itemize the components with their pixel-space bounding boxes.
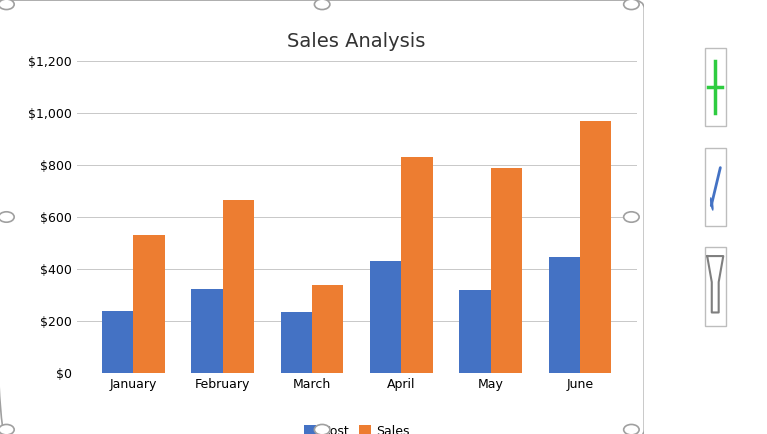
Circle shape bbox=[624, 212, 639, 222]
Bar bbox=[222, 200, 254, 373]
Bar bbox=[370, 261, 401, 373]
Bar bbox=[548, 257, 580, 373]
Circle shape bbox=[314, 424, 330, 434]
Bar bbox=[491, 168, 522, 373]
Circle shape bbox=[0, 424, 14, 434]
Circle shape bbox=[624, 424, 639, 434]
FancyBboxPatch shape bbox=[705, 247, 726, 326]
Legend: Cost, Sales: Cost, Sales bbox=[298, 420, 415, 434]
FancyBboxPatch shape bbox=[705, 48, 726, 126]
Circle shape bbox=[0, 0, 14, 10]
FancyBboxPatch shape bbox=[705, 148, 726, 226]
Bar bbox=[192, 289, 222, 373]
Circle shape bbox=[314, 0, 330, 10]
Bar bbox=[281, 312, 312, 373]
Title: Sales Analysis: Sales Analysis bbox=[288, 32, 426, 51]
Circle shape bbox=[0, 212, 14, 222]
Bar bbox=[102, 311, 133, 373]
Circle shape bbox=[624, 0, 639, 10]
Bar bbox=[459, 290, 491, 373]
Bar bbox=[401, 157, 433, 373]
Ellipse shape bbox=[710, 197, 713, 211]
Bar bbox=[580, 121, 611, 373]
Bar bbox=[312, 285, 344, 373]
Bar bbox=[133, 235, 165, 373]
